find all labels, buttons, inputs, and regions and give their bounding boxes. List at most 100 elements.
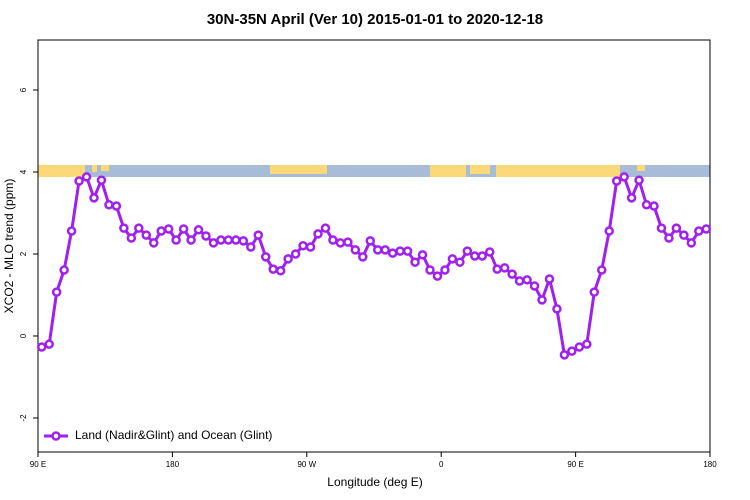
data-point: [462, 246, 473, 256]
chart-title: 30N-35N April (Ver 10) 2015-01-01 to 202…: [207, 11, 543, 28]
data-point: [343, 237, 353, 247]
data-point: [596, 265, 607, 275]
y-axis-label: XCO2 - MLO trend (ppm): [2, 179, 16, 314]
data-point: [604, 226, 614, 236]
data-point: [298, 241, 308, 251]
data-point: [455, 257, 465, 267]
data-point: [701, 224, 712, 234]
data-point: [589, 287, 600, 297]
data-point: [253, 230, 264, 240]
data-point: [290, 249, 301, 259]
data-point: [574, 342, 585, 352]
data-point: [477, 251, 488, 261]
data-point: [552, 304, 562, 314]
data-point: [649, 201, 659, 211]
data-point: [372, 245, 383, 255]
data-point: [275, 266, 286, 276]
data-point: [36, 342, 47, 352]
data-point: [96, 175, 107, 185]
data-point: [238, 236, 249, 246]
data-point: [186, 235, 196, 245]
data-point: [582, 339, 592, 349]
data-point: [193, 225, 204, 235]
data-point: [74, 176, 84, 186]
y-tick-label: 2: [19, 251, 28, 256]
y-tick-label: 4: [19, 169, 28, 174]
data-point: [514, 276, 525, 286]
data-point: [440, 265, 450, 275]
data-point: [305, 242, 316, 252]
data-point: [163, 224, 174, 234]
x-tick-label: 90 E: [30, 460, 46, 469]
data-point: [634, 175, 644, 185]
data-point: [425, 265, 435, 275]
data-point: [156, 226, 166, 236]
data-point: [260, 252, 271, 262]
data-point: [134, 223, 144, 233]
y-tick-label: 6: [19, 87, 28, 92]
data-line: [41, 175, 707, 357]
data-point: [141, 230, 152, 240]
data-point: [567, 346, 577, 356]
data-point: [208, 238, 219, 248]
data-point: [328, 235, 338, 245]
data-point: [470, 251, 480, 261]
plot-frame: [37, 39, 711, 453]
y-tick-label: -2: [19, 414, 28, 422]
data-point: [268, 264, 278, 274]
data-point: [350, 245, 361, 255]
data-point: [611, 176, 622, 186]
x-tick-label: 180: [703, 460, 717, 469]
data-point: [126, 233, 137, 243]
data-point: [492, 264, 502, 274]
data-point: [410, 257, 420, 267]
land-ocean-strip: [38, 165, 710, 177]
data-point: [178, 224, 189, 234]
data-point: [432, 271, 443, 281]
data-point: [671, 223, 682, 233]
legend-label: Land (Nadir&Glint) and Ocean (Glint): [75, 428, 272, 442]
data-point: [283, 254, 293, 264]
data-point: [484, 247, 495, 257]
data-point: [395, 246, 405, 256]
data-point: [544, 274, 555, 284]
data-point: [216, 235, 226, 245]
data-point: [447, 254, 458, 264]
data-point: [223, 235, 234, 245]
data-point: [148, 238, 159, 248]
data-point: [171, 235, 181, 245]
data-point: [529, 281, 540, 291]
data-point: [44, 339, 54, 349]
data-point: [119, 223, 129, 233]
data-point: [499, 263, 510, 273]
y-tick-label: 0: [19, 333, 28, 338]
x-axis-label: Longitude (deg E): [327, 475, 422, 489]
x-tick-label: 0: [439, 460, 444, 469]
data-point: [59, 265, 69, 275]
data-point: [81, 172, 92, 182]
data-point: [664, 233, 674, 243]
data-point: [507, 269, 517, 279]
legend-marker: [51, 431, 61, 441]
data-point: [387, 248, 398, 258]
data-point: [201, 231, 211, 241]
x-tick-label: 180: [166, 460, 180, 469]
data-point: [641, 200, 652, 210]
data-point: [111, 201, 122, 211]
data-point: [246, 242, 256, 252]
data-point: [656, 223, 667, 233]
data-point: [522, 275, 532, 285]
data-point: [694, 226, 704, 236]
data-point: [51, 287, 62, 297]
data-point: [358, 252, 368, 262]
data-point: [365, 236, 376, 246]
data-point: [537, 295, 547, 305]
data-point: [104, 200, 114, 210]
data-point: [402, 246, 413, 256]
data-point: [89, 193, 99, 203]
data-point: [231, 235, 241, 245]
data-point: [679, 230, 689, 240]
data-point: [626, 193, 637, 203]
data-point: [559, 350, 570, 360]
